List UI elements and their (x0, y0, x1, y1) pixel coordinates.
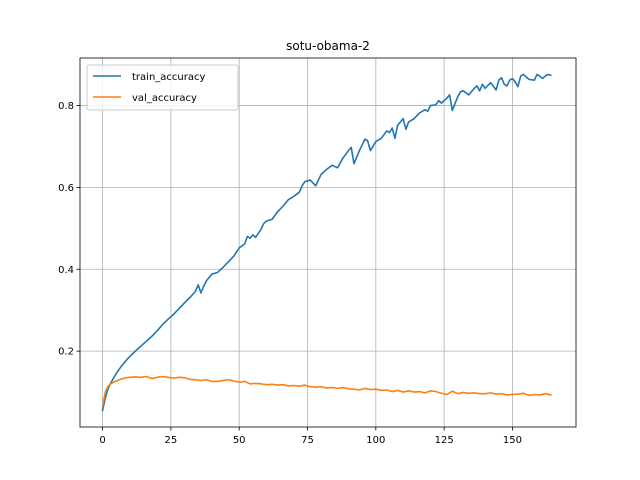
x-tick-label: 125 (435, 435, 454, 446)
x-tick-label: 50 (233, 435, 246, 446)
plot-area (80, 58, 576, 427)
series-line-val-accuracy (101, 375, 552, 408)
y-tick-label: 0.2 (58, 347, 74, 358)
axis-ticks: 0 25 50 75 100 125 150 0.2 0.4 0.6 0.8 (58, 101, 522, 446)
x-tick-label: 75 (301, 435, 314, 446)
series-layer (101, 73, 552, 412)
y-tick-label: 0.6 (58, 183, 74, 194)
series-line-train-accuracy (101, 73, 552, 412)
y-tick-label: 0.4 (58, 265, 74, 276)
y-tick-label: 0.8 (58, 101, 74, 112)
x-tick-label: 150 (503, 435, 522, 446)
legend-frame (86, 64, 239, 111)
plot-frame (79, 57, 577, 428)
x-tick-label: 0 (99, 435, 105, 446)
grid (80, 58, 576, 427)
x-tick-label: 100 (366, 435, 385, 446)
x-tick-label: 25 (164, 435, 177, 446)
legend-label-train-accuracy: train_accuracy (132, 72, 205, 83)
chart-title: sotu-obama-2 (286, 39, 370, 53)
legend-label-val-accuracy: val_accuracy (132, 93, 197, 104)
legend: train_accuracy val_accuracy (86, 64, 239, 111)
